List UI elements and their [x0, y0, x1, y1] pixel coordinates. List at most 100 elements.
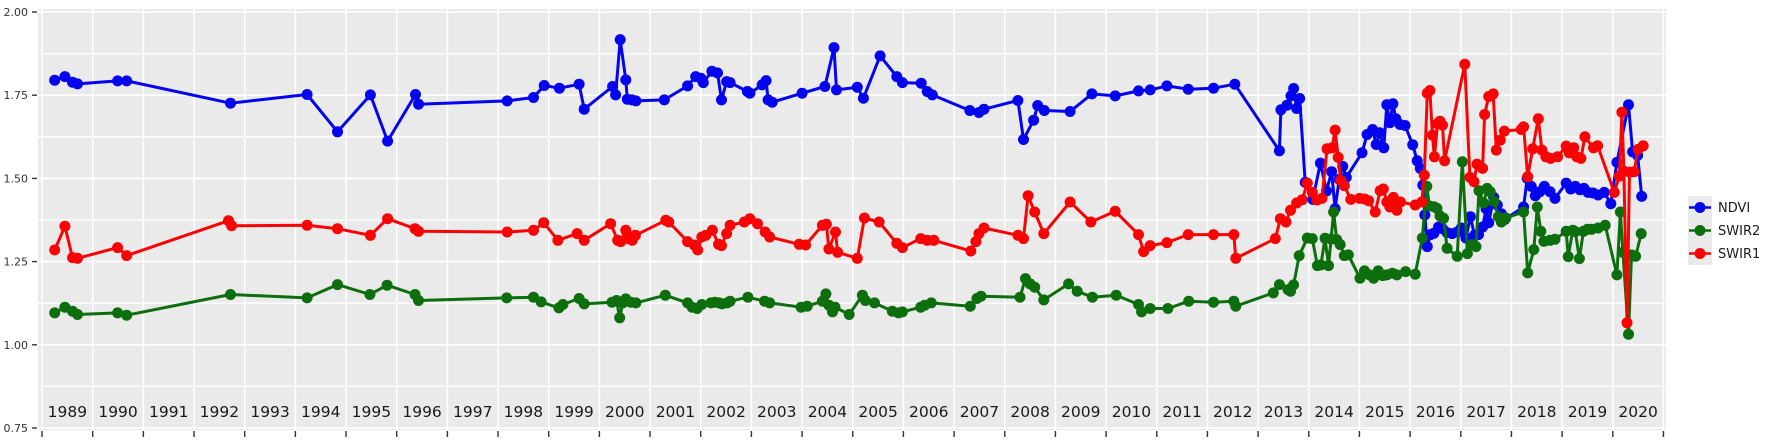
data-point — [851, 252, 863, 264]
data-point — [1441, 242, 1453, 254]
data-point — [978, 103, 990, 115]
year-label: 1994 — [301, 403, 340, 421]
data-point — [1329, 124, 1341, 136]
legend-key-marker-icon — [1694, 202, 1706, 213]
data-point — [760, 75, 772, 87]
data-point — [1525, 180, 1537, 192]
year-label: 2006 — [909, 403, 948, 421]
year-label: 1990 — [98, 403, 137, 421]
data-point — [1014, 291, 1026, 303]
data-point — [1182, 229, 1194, 241]
data-point — [538, 80, 550, 91]
data-point — [978, 222, 990, 234]
data-point — [1038, 228, 1050, 240]
data-point — [49, 307, 61, 319]
data-point — [1635, 228, 1647, 240]
data-point — [829, 301, 841, 313]
year-label: 2019 — [1568, 403, 1607, 421]
data-point — [301, 292, 313, 304]
data-point — [1459, 58, 1471, 70]
data-point — [1522, 267, 1534, 279]
series-markers-SWIR2 — [49, 156, 1647, 340]
data-point — [1421, 241, 1433, 253]
data-point — [1323, 260, 1334, 272]
x-axis — [41, 431, 1665, 437]
data-point — [112, 75, 124, 87]
data-point — [225, 97, 236, 109]
year-label: 1993 — [250, 403, 289, 421]
year-label: 2010 — [1112, 403, 1151, 421]
data-point — [1071, 285, 1083, 297]
data-point — [1464, 211, 1476, 223]
legend-label: SWIR2 — [1718, 224, 1760, 239]
data-point — [225, 289, 236, 300]
data-point — [1028, 114, 1040, 126]
data-point — [1400, 266, 1412, 278]
data-point — [1018, 233, 1029, 245]
data-point — [1293, 250, 1305, 262]
data-point — [1424, 85, 1436, 96]
data-point — [1549, 233, 1561, 245]
data-point — [1328, 206, 1340, 218]
data-point — [1623, 328, 1634, 340]
data-point — [1490, 144, 1502, 156]
data-point — [1109, 205, 1121, 217]
data-point — [552, 234, 564, 246]
data-point — [1332, 151, 1344, 163]
data-point — [1437, 119, 1448, 131]
data-point — [1374, 127, 1386, 139]
data-point — [1484, 186, 1496, 198]
series-markers-SWIR1 — [49, 58, 1649, 329]
data-point — [1395, 196, 1406, 208]
data-point — [1363, 195, 1375, 207]
data-point — [658, 94, 670, 106]
data-point — [1456, 156, 1468, 168]
data-point — [1409, 268, 1421, 280]
data-point — [828, 42, 840, 54]
year-label: 2001 — [656, 403, 695, 421]
year-label: 2000 — [605, 403, 644, 421]
data-point — [1326, 166, 1338, 178]
year-label: 2005 — [858, 403, 897, 421]
data-point — [1356, 147, 1368, 159]
data-point — [1579, 131, 1591, 143]
data-point — [364, 229, 376, 241]
data-point — [1426, 129, 1438, 141]
data-point — [820, 288, 832, 300]
data-point — [1267, 287, 1279, 299]
year-label: 2007 — [960, 403, 999, 421]
data-point — [1487, 88, 1499, 100]
data-point — [928, 234, 940, 246]
data-point — [620, 224, 632, 236]
data-point — [1314, 157, 1326, 169]
data-point — [607, 81, 619, 92]
data-point — [1285, 204, 1296, 216]
data-point — [1342, 249, 1354, 261]
data-point — [1161, 80, 1173, 92]
data-point — [1133, 229, 1144, 241]
data-point — [766, 96, 778, 108]
legend-key-marker-icon — [1694, 248, 1706, 259]
year-label: 1999 — [554, 403, 593, 421]
data-point — [1012, 95, 1024, 106]
data-point — [578, 103, 590, 115]
data-point — [801, 300, 813, 312]
year-label: 2002 — [706, 403, 745, 421]
data-point — [1064, 106, 1076, 117]
legend-item-SWIR2: SWIR2 — [1688, 219, 1760, 242]
data-point — [49, 244, 61, 256]
data-point — [1269, 233, 1281, 245]
data-point — [1280, 216, 1292, 228]
legend-item-SWIR1: SWIR1 — [1688, 242, 1760, 265]
year-label: 2009 — [1061, 403, 1100, 421]
data-point — [1599, 219, 1611, 231]
data-point — [1623, 99, 1634, 111]
data-point — [629, 229, 641, 241]
data-point — [1110, 289, 1122, 301]
legend-item-NDVI: NDVI — [1688, 196, 1750, 219]
legend-label: NDVI — [1718, 201, 1750, 216]
data-point — [49, 74, 61, 86]
y-tick-label: 0.75 — [4, 422, 29, 435]
data-point — [1573, 253, 1585, 265]
year-label: 2017 — [1466, 403, 1505, 421]
